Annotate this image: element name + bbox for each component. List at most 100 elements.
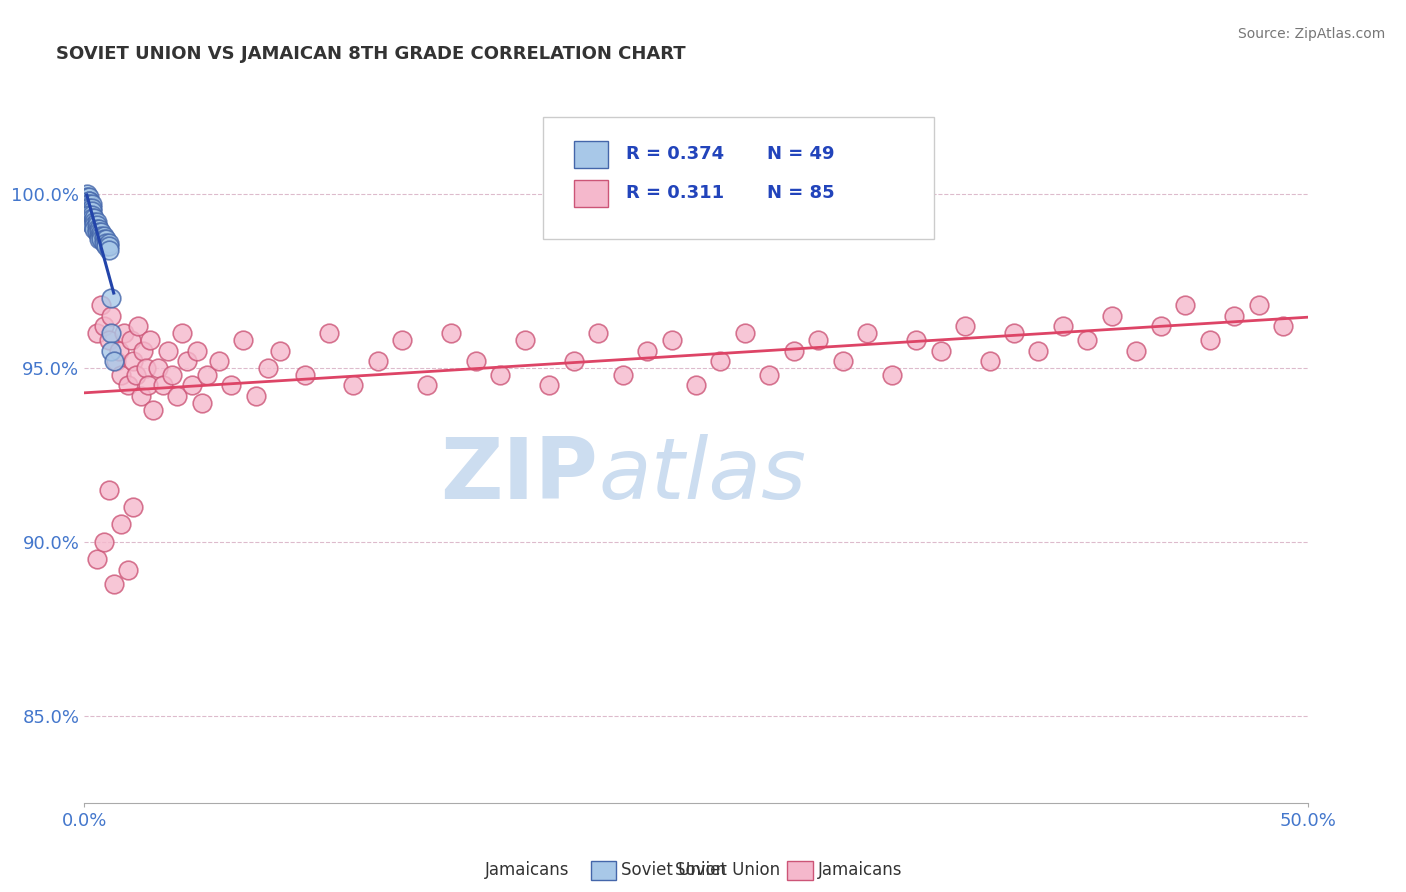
Point <box>172 326 194 341</box>
Text: R = 0.374: R = 0.374 <box>626 145 724 163</box>
Point <box>953 319 976 334</box>
Point <box>440 326 463 341</box>
Point <box>77 208 100 222</box>
Text: Source: ZipAtlas.com: Source: ZipAtlas.com <box>1237 27 1385 41</box>
Point <box>96 235 118 250</box>
Point <box>80 211 103 226</box>
Point <box>93 228 115 243</box>
Point <box>1076 333 1098 347</box>
Point <box>96 232 118 246</box>
Point <box>87 232 110 246</box>
Point <box>76 187 98 202</box>
Point <box>97 483 120 497</box>
Point <box>76 204 98 219</box>
Point <box>125 368 148 382</box>
Point <box>636 343 658 358</box>
Point <box>103 576 125 591</box>
Point <box>93 535 115 549</box>
Text: Jamaicans: Jamaicans <box>818 861 903 879</box>
Point <box>1198 333 1220 347</box>
Point <box>181 378 204 392</box>
Point <box>195 368 218 382</box>
Point <box>1101 309 1123 323</box>
Point <box>294 368 316 382</box>
Point <box>685 378 707 392</box>
Point <box>176 354 198 368</box>
Point <box>100 343 122 358</box>
Point <box>1002 326 1025 341</box>
Point <box>127 319 149 334</box>
Point <box>77 208 100 222</box>
Point <box>112 326 135 341</box>
Point <box>245 389 267 403</box>
Point <box>122 500 145 515</box>
Point <box>110 368 132 382</box>
Point <box>96 239 118 253</box>
Point <box>513 333 536 347</box>
Point <box>1150 319 1173 334</box>
Point <box>186 343 208 358</box>
Point <box>538 378 561 392</box>
Point <box>464 354 486 368</box>
Point <box>77 197 100 211</box>
Point <box>80 201 103 215</box>
Point <box>162 368 184 382</box>
Point <box>612 368 634 382</box>
Point <box>86 552 108 566</box>
Text: Jamaicans: Jamaicans <box>485 861 569 879</box>
Point <box>219 378 242 392</box>
Point <box>80 208 103 222</box>
Point <box>783 343 806 358</box>
Point <box>146 361 169 376</box>
Point <box>90 298 112 312</box>
Point <box>135 361 157 376</box>
Point <box>93 235 115 250</box>
Point <box>97 235 120 250</box>
Point <box>342 378 364 392</box>
Point <box>734 326 756 341</box>
Point <box>257 361 280 376</box>
Point <box>132 343 155 358</box>
Point <box>1223 309 1246 323</box>
Text: SOVIET UNION VS JAMAICAN 8TH GRADE CORRELATION CHART: SOVIET UNION VS JAMAICAN 8TH GRADE CORRE… <box>56 45 686 62</box>
Point <box>76 197 98 211</box>
Point <box>139 333 162 347</box>
Point <box>1247 298 1270 312</box>
Point <box>83 211 105 226</box>
Point <box>269 343 291 358</box>
FancyBboxPatch shape <box>574 180 607 207</box>
Point <box>979 354 1001 368</box>
Point <box>905 333 928 347</box>
Point <box>391 333 413 347</box>
Point <box>83 219 105 233</box>
Point <box>856 326 879 341</box>
Point <box>83 222 105 236</box>
Point <box>110 517 132 532</box>
Point <box>117 378 139 392</box>
Point <box>80 211 103 226</box>
Point <box>105 354 128 368</box>
Point <box>80 219 103 233</box>
Point <box>86 326 108 341</box>
Point <box>77 194 100 208</box>
Point <box>86 215 108 229</box>
FancyBboxPatch shape <box>543 118 935 239</box>
Text: atlas: atlas <box>598 434 806 517</box>
Text: Soviet Union: Soviet Union <box>675 861 780 879</box>
Point <box>1052 319 1074 334</box>
Point <box>103 354 125 368</box>
Point <box>76 201 98 215</box>
Point <box>416 378 439 392</box>
Point <box>97 239 120 253</box>
Point <box>117 563 139 577</box>
FancyBboxPatch shape <box>591 861 616 880</box>
Point <box>318 326 340 341</box>
FancyBboxPatch shape <box>574 141 607 168</box>
FancyBboxPatch shape <box>787 861 813 880</box>
Point <box>83 215 105 229</box>
Point <box>807 333 830 347</box>
Point <box>77 194 100 208</box>
Point <box>136 378 159 392</box>
Point <box>1174 298 1197 312</box>
Point <box>709 354 731 368</box>
